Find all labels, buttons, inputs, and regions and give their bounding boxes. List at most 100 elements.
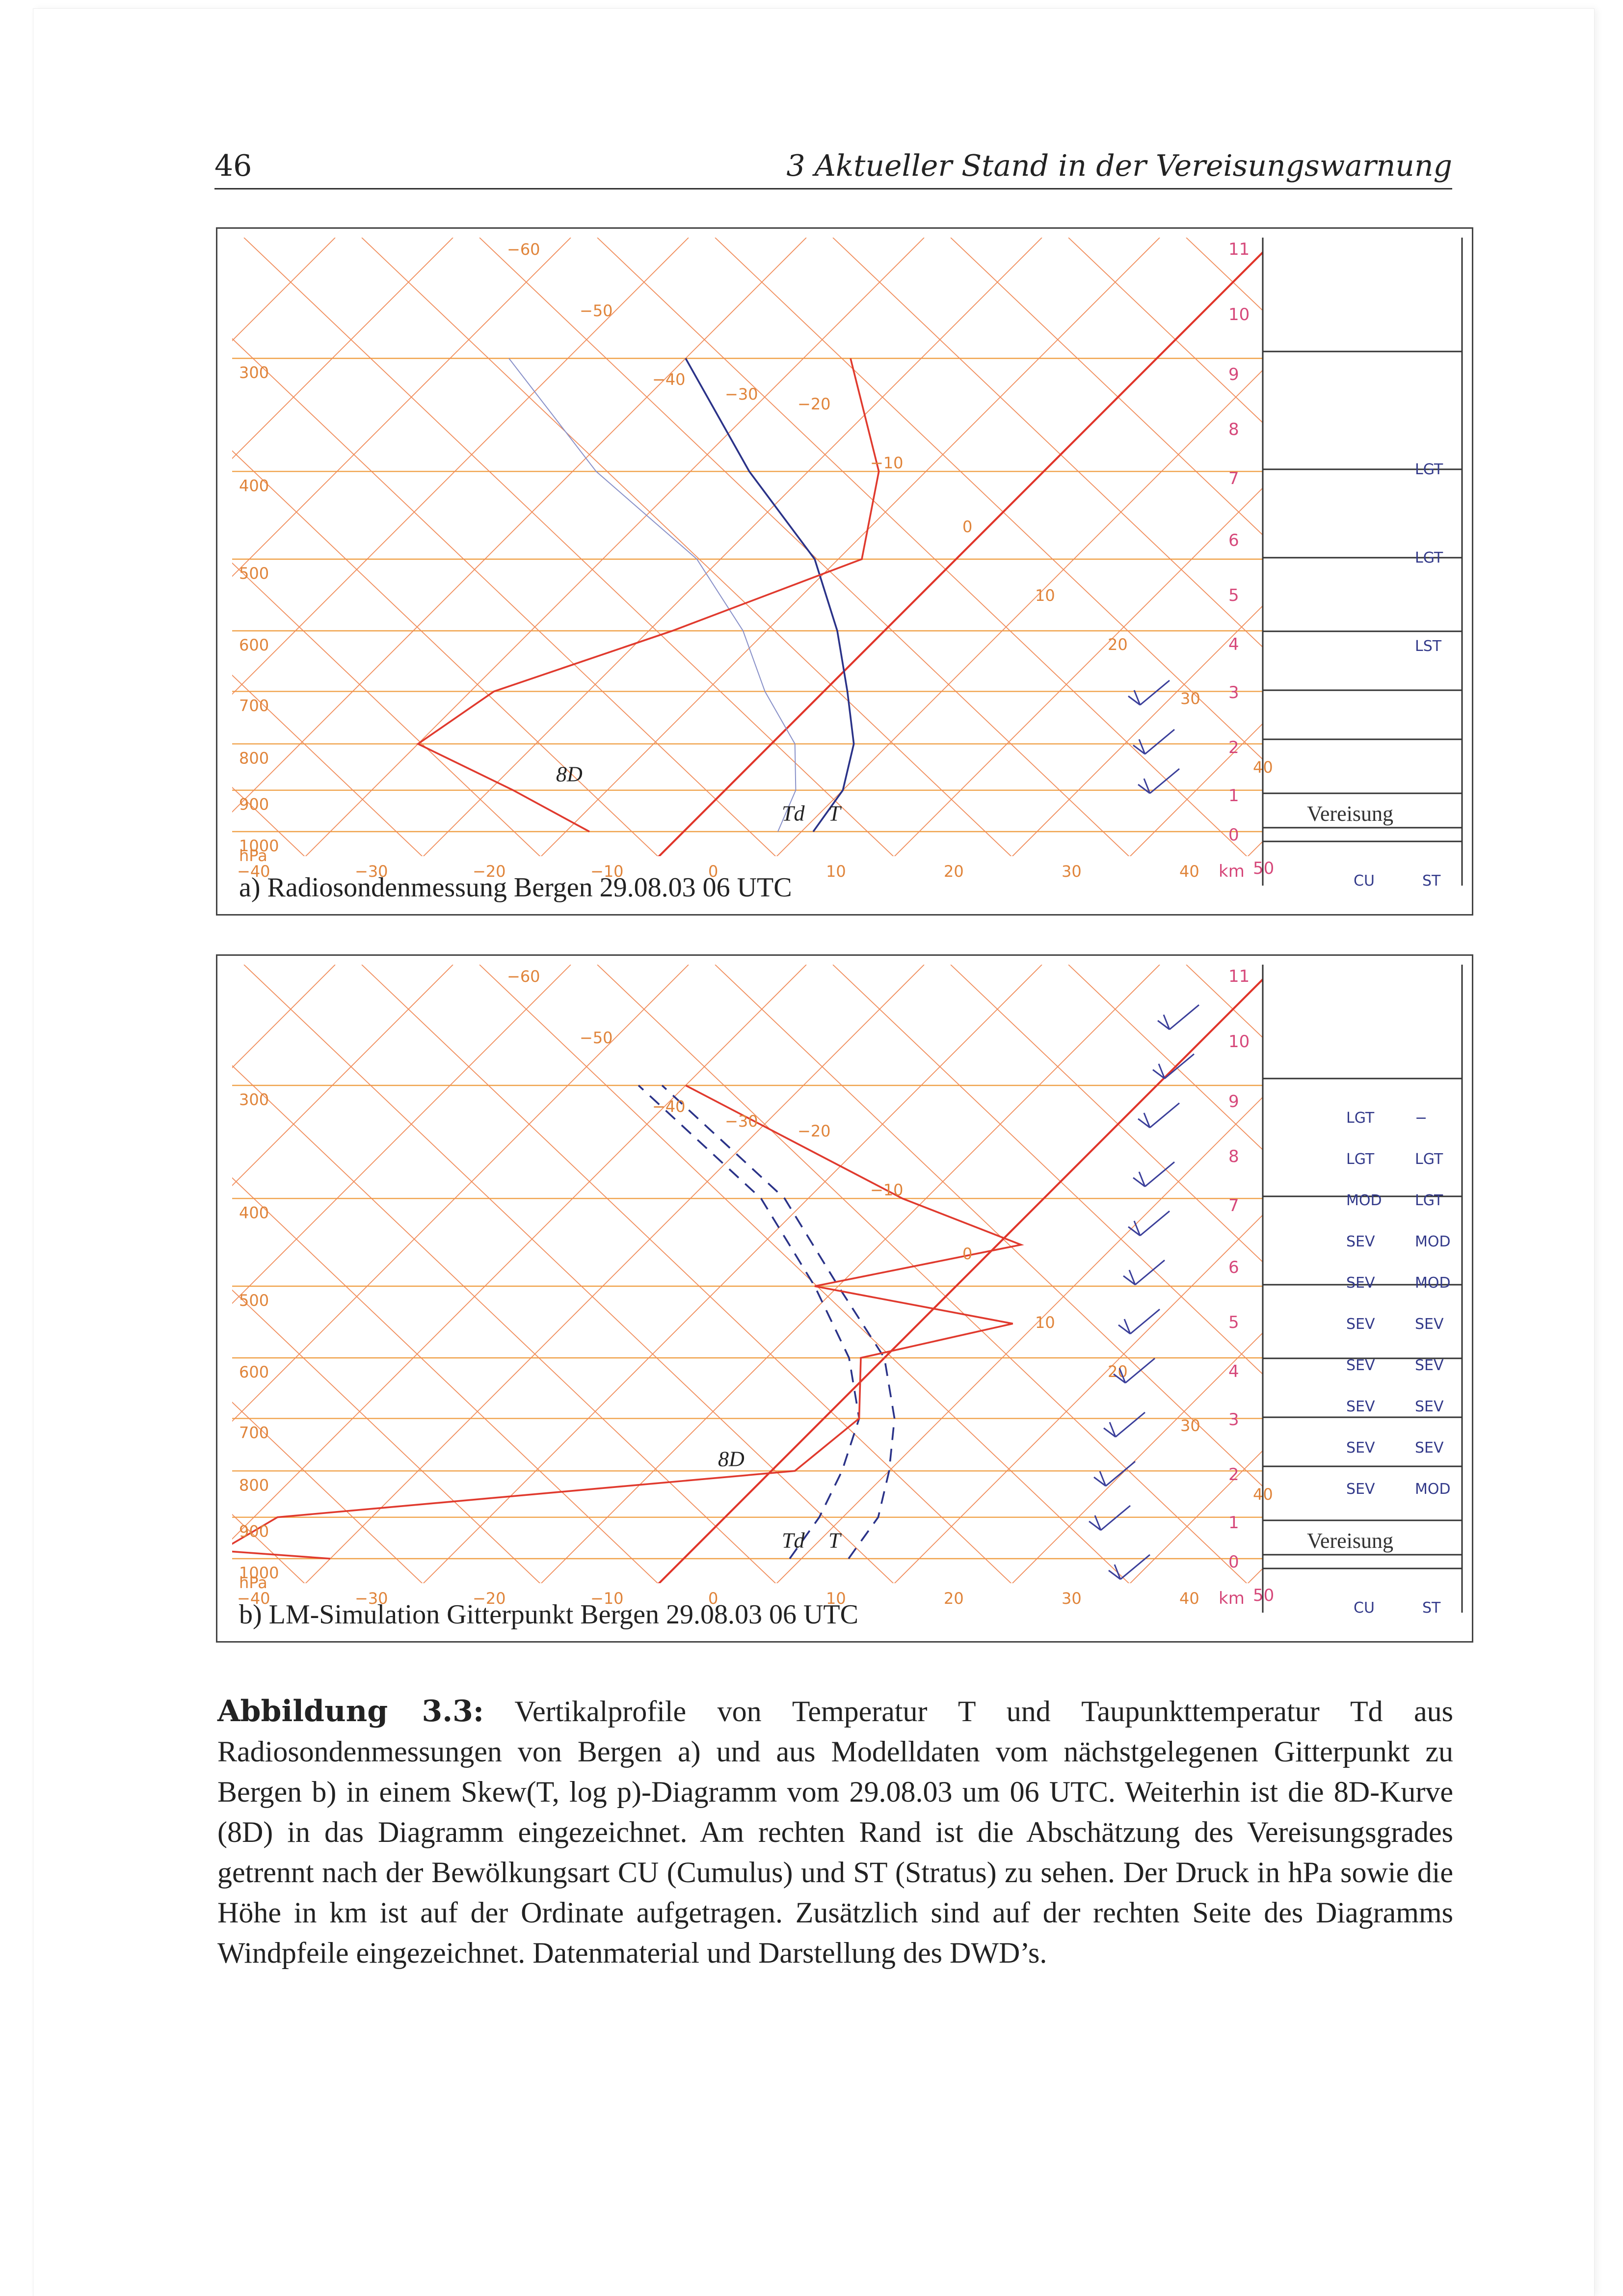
height-tick-label: 2: [1228, 1465, 1239, 1485]
dry-adiabat: [243, 965, 894, 1583]
isotherm: [776, 369, 1263, 856]
figure-caption: Abbildung 3.3: Vertikalprofile von Tempe…: [217, 1691, 1453, 1973]
pressure-tick-label: 900: [239, 795, 269, 814]
isotherm: [1129, 1450, 1263, 1583]
icing-st-value: LGT: [1415, 461, 1443, 478]
dry-adiabat: [1068, 238, 1263, 424]
icing-st-value: MOD: [1415, 1274, 1451, 1292]
height-tick-label: 1: [1228, 1513, 1239, 1533]
temperature-tick-label: −20: [473, 862, 506, 881]
dry-adiabat: [715, 238, 1263, 760]
icing-st-value: −: [1415, 1109, 1427, 1127]
isotherm: [540, 965, 1160, 1583]
temperature-tick-label: 0: [708, 862, 718, 881]
isotherm: [423, 965, 1042, 1583]
icing-st-value: LST: [1415, 638, 1442, 655]
isotherm: [1336, 238, 1472, 886]
panel-caption-a: a) Radiosondenmessung Bergen 29.08.03 06…: [239, 872, 792, 903]
pressure-tick-label: 300: [239, 363, 269, 382]
height-tick-label: 8: [1228, 420, 1239, 439]
pressure-tick-label: 1000: [239, 837, 279, 855]
icing-cu-value: LGT: [1346, 1109, 1375, 1127]
d8-label: 8D: [718, 1447, 745, 1471]
height-tick-label: 3: [1228, 683, 1239, 702]
profile-td: [638, 1084, 860, 1560]
icing-panel: Vereisung CU ST LGT − LGT LGT MOD LGT SEV MOD SEV MO…: [1262, 965, 1463, 1617]
t-label: T: [828, 801, 842, 825]
figure-caption-label: Abbildung 3.3:: [217, 1694, 484, 1729]
height-tick-label: 10: [1228, 305, 1250, 324]
temperature-tick-label: 30: [1062, 1589, 1082, 1608]
icing-cu-value: SEV: [1346, 1398, 1375, 1415]
grid: [232, 238, 1472, 886]
height-tick-label: 3: [1228, 1410, 1239, 1430]
isotherm-label: −10: [870, 1181, 904, 1199]
icing-st-value: MOD: [1415, 1233, 1451, 1250]
isotherm-label: −30: [725, 385, 758, 404]
dry-adiabat: [832, 965, 1263, 1375]
wind-barb: [1133, 1161, 1175, 1188]
page-number: 46: [214, 149, 252, 183]
dry-adiabat: [597, 238, 1248, 856]
pressure-tick-label: 800: [239, 749, 269, 767]
isotherm-label: −50: [580, 1028, 613, 1047]
running-head: 46 3 Aktueller Stand in der Vereisungswa…: [214, 149, 1452, 189]
figure-panel-b: 300 400 500 600 700 800 900 1000 hPa −40 −30 −20 −10…: [216, 954, 1473, 1643]
temperature-tick-label: 0: [708, 1589, 718, 1608]
isotherm: [1129, 723, 1263, 856]
dry-adiabat: [232, 338, 776, 856]
icing-cu-value: MOD: [1346, 1192, 1382, 1209]
icing-col-cu: CU: [1354, 1599, 1375, 1617]
temperature-tick-label: 10: [826, 1589, 846, 1608]
dry-adiabat: [232, 675, 423, 856]
height-tick-label: 10: [1228, 1032, 1250, 1052]
dry-adiabat: [232, 1402, 423, 1583]
height-tick-label: 8: [1228, 1147, 1239, 1166]
isotherm: [232, 238, 453, 459]
pressure-tick-label: 700: [239, 1423, 269, 1442]
icing-cu-value: LGT: [1346, 1151, 1375, 1168]
isotherm-label: 20: [1108, 635, 1128, 654]
temperature-tick-label: 20: [944, 862, 964, 881]
dry-adiabat: [232, 450, 659, 856]
temperature-tick-label: 40: [1179, 1589, 1199, 1608]
isotherm: [894, 1214, 1263, 1583]
isotherm-label: −40: [652, 370, 686, 389]
pressure-tick-label: 400: [239, 1203, 269, 1222]
isotherm: [232, 238, 807, 813]
height-tick-label: 9: [1228, 1092, 1239, 1111]
profile-td: [508, 358, 797, 832]
isotherm-label: −30: [725, 1112, 758, 1131]
isotherm-label: −60: [507, 967, 540, 986]
pressure-tick-label: 800: [239, 1476, 269, 1494]
profile-8d: [416, 358, 880, 833]
dry-adiabat: [479, 238, 1130, 856]
icing-st-value: LGT: [1415, 549, 1443, 567]
isotherm-label: 10: [1035, 586, 1055, 605]
pressure-tick-label: 300: [239, 1090, 269, 1109]
height-tick-label: 6: [1228, 531, 1239, 550]
isotherm: [232, 965, 689, 1422]
wind-barb: [1103, 1411, 1145, 1438]
height-tick-label: 7: [1228, 1196, 1239, 1216]
wind-barb: [1138, 768, 1180, 794]
wind-barb: [1089, 1505, 1131, 1531]
isotherm: [305, 238, 925, 856]
pressure-unit-label: hPa: [239, 1573, 267, 1592]
d8-label: 8D: [556, 762, 583, 786]
wind-barb: [1123, 1259, 1165, 1286]
height-unit-label: km: [1219, 862, 1245, 881]
wind-barb: [1138, 1102, 1180, 1129]
temperature-tick-label: −10: [590, 1589, 624, 1608]
isotherm-label: 30: [1180, 689, 1200, 708]
icing-cu-value: SEV: [1346, 1274, 1375, 1292]
isotherm-label: 10: [1035, 1313, 1055, 1332]
temperature-tick-label: −40: [237, 862, 270, 881]
isotherm: [423, 238, 1042, 856]
pressure-unit-label: hPa: [239, 846, 267, 865]
isotherm: [232, 965, 571, 1304]
height-tick-label: 5: [1228, 1313, 1239, 1332]
temperature-tick-label: 40: [1179, 862, 1199, 881]
